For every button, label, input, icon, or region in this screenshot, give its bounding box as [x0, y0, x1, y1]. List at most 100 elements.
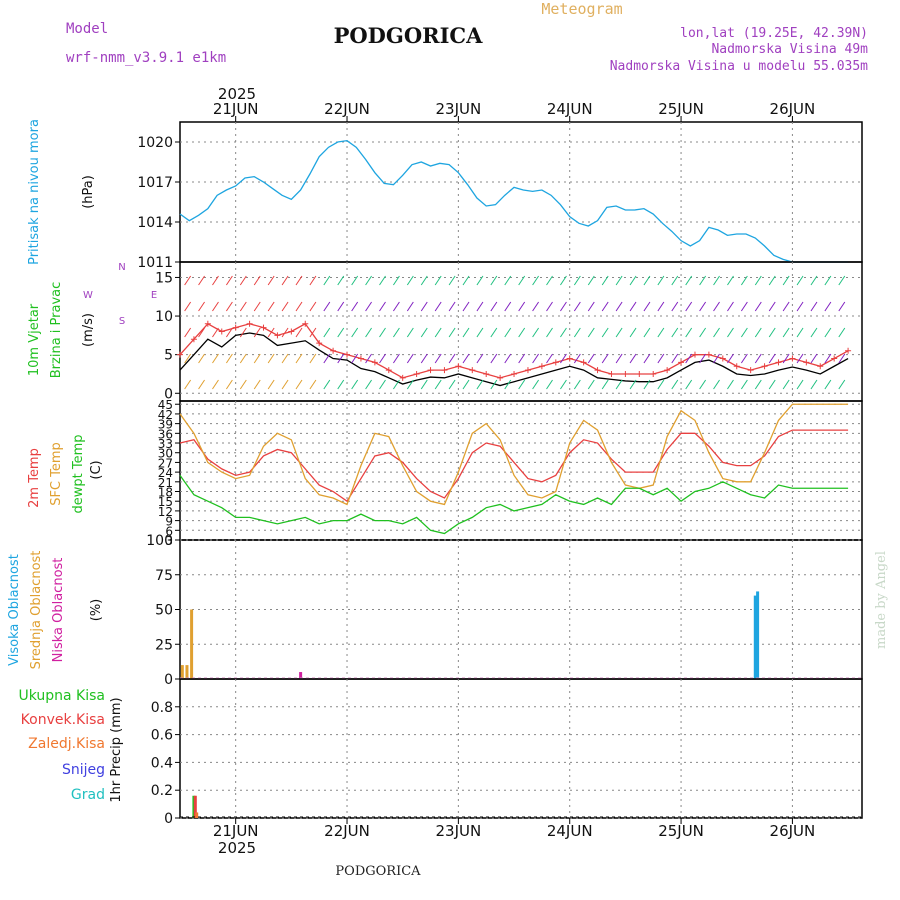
wind-barb — [657, 353, 665, 364]
gust-marker — [232, 324, 239, 331]
wind-barb — [281, 301, 289, 312]
wind-barb — [713, 353, 720, 364]
wind-barb — [295, 275, 303, 286]
wind-barb — [267, 353, 275, 364]
x-label-bottom: 21JUN — [213, 822, 259, 840]
x-label-top: 23JUN — [436, 100, 482, 118]
precip-legend: Ukupna Kisa — [18, 688, 105, 704]
wind-barb — [239, 353, 247, 364]
cloud-unit: (%) — [89, 599, 104, 622]
gust-marker — [719, 355, 726, 362]
wind-barb — [198, 327, 205, 338]
wind-barb — [810, 327, 818, 338]
pressure-title: Pritisak na nivou mora — [27, 119, 42, 265]
wind-barb — [239, 327, 247, 338]
wind-barb — [810, 353, 818, 364]
wind-barb — [685, 327, 693, 338]
gust-marker — [761, 363, 768, 370]
pressure-unit: (hPa) — [81, 175, 96, 209]
gust-marker — [733, 363, 740, 370]
wind-barb — [392, 379, 400, 390]
wind-barb — [796, 275, 804, 286]
wind-barb — [462, 353, 470, 364]
wind-barb — [365, 327, 372, 338]
precip-unit: 1hr Precip (mm) — [109, 697, 124, 802]
wind-barb — [225, 353, 233, 364]
wind-barb — [796, 301, 804, 312]
gust-marker — [330, 347, 337, 354]
wind-barb — [434, 275, 442, 286]
wind-title-2: Brzina i Pravac — [49, 282, 64, 379]
gust-marker — [469, 367, 476, 374]
x-label-bottom: 26JUN — [770, 822, 816, 840]
wind-barb — [657, 379, 665, 390]
wind-barb — [573, 275, 581, 286]
wind-barb — [754, 301, 762, 312]
y-tick-label: 15 — [155, 270, 173, 286]
wind-barb — [309, 327, 317, 338]
wind-barb — [754, 327, 762, 338]
wind-barb — [351, 275, 359, 286]
wind-barb — [295, 301, 303, 312]
wind-barb — [629, 275, 637, 286]
wind-barb — [351, 301, 359, 312]
wind-barb — [643, 353, 651, 364]
wind-barb — [560, 301, 567, 312]
wind-barb — [337, 301, 345, 312]
wind-barb — [810, 301, 818, 312]
wind-barb — [727, 275, 734, 286]
wind-barb — [448, 275, 456, 286]
x-label-top: 25JUN — [658, 100, 704, 118]
wind-barb — [295, 379, 303, 390]
gust-marker — [817, 363, 824, 370]
x-label-bottom: 22JUN — [324, 822, 370, 840]
wind-barb — [490, 379, 498, 390]
wind-barb — [420, 275, 428, 286]
wind-barb — [615, 301, 623, 312]
wind-barb — [504, 275, 512, 286]
y-tick-label: 9 — [165, 515, 173, 529]
wind-barb — [838, 327, 846, 338]
wind-barb — [212, 301, 219, 312]
gust-marker — [803, 359, 810, 366]
wind-barb — [699, 379, 707, 390]
wind-barb — [657, 301, 665, 312]
wind-barb — [281, 275, 289, 286]
series-line-dewpt — [179, 474, 849, 535]
wind-barb — [796, 379, 804, 390]
x-label-top: 24JUN — [547, 100, 593, 118]
footer-city-label: PODGORICA — [335, 864, 421, 879]
compass-n: N — [118, 262, 125, 273]
wind-barb — [824, 379, 832, 390]
wind-barb — [713, 379, 720, 390]
wind-barb — [713, 275, 720, 286]
compass-s: S — [119, 316, 125, 327]
wind-barb — [546, 301, 553, 312]
series-line-2m — [179, 429, 849, 503]
wind-barb — [253, 327, 261, 338]
wind-barb — [420, 327, 428, 338]
x-label-bottom: 23JUN — [436, 822, 482, 840]
wind-barb — [323, 301, 331, 312]
wind-barb — [546, 327, 553, 338]
wind-barb — [267, 275, 275, 286]
wind-barb — [685, 275, 693, 286]
wind-barb — [629, 353, 637, 364]
wind-barb — [713, 301, 720, 312]
gust-marker — [566, 355, 573, 362]
wind-barb — [615, 353, 623, 364]
wind-barb — [532, 275, 540, 286]
wind-barb — [504, 353, 512, 364]
wind-barb — [323, 353, 331, 364]
wind-barb — [323, 327, 331, 338]
wind-barb — [309, 275, 317, 286]
bar-high — [753, 595, 757, 679]
wind-barb — [212, 327, 219, 338]
bar-low — [299, 672, 303, 679]
y-tick-label: 24 — [158, 466, 173, 480]
wind-barb — [601, 327, 609, 338]
wind-barb — [198, 301, 205, 312]
temp-title-dewpt: dewpt Temp — [71, 434, 86, 513]
wind-barb — [740, 379, 748, 390]
wind-barb — [281, 379, 289, 390]
